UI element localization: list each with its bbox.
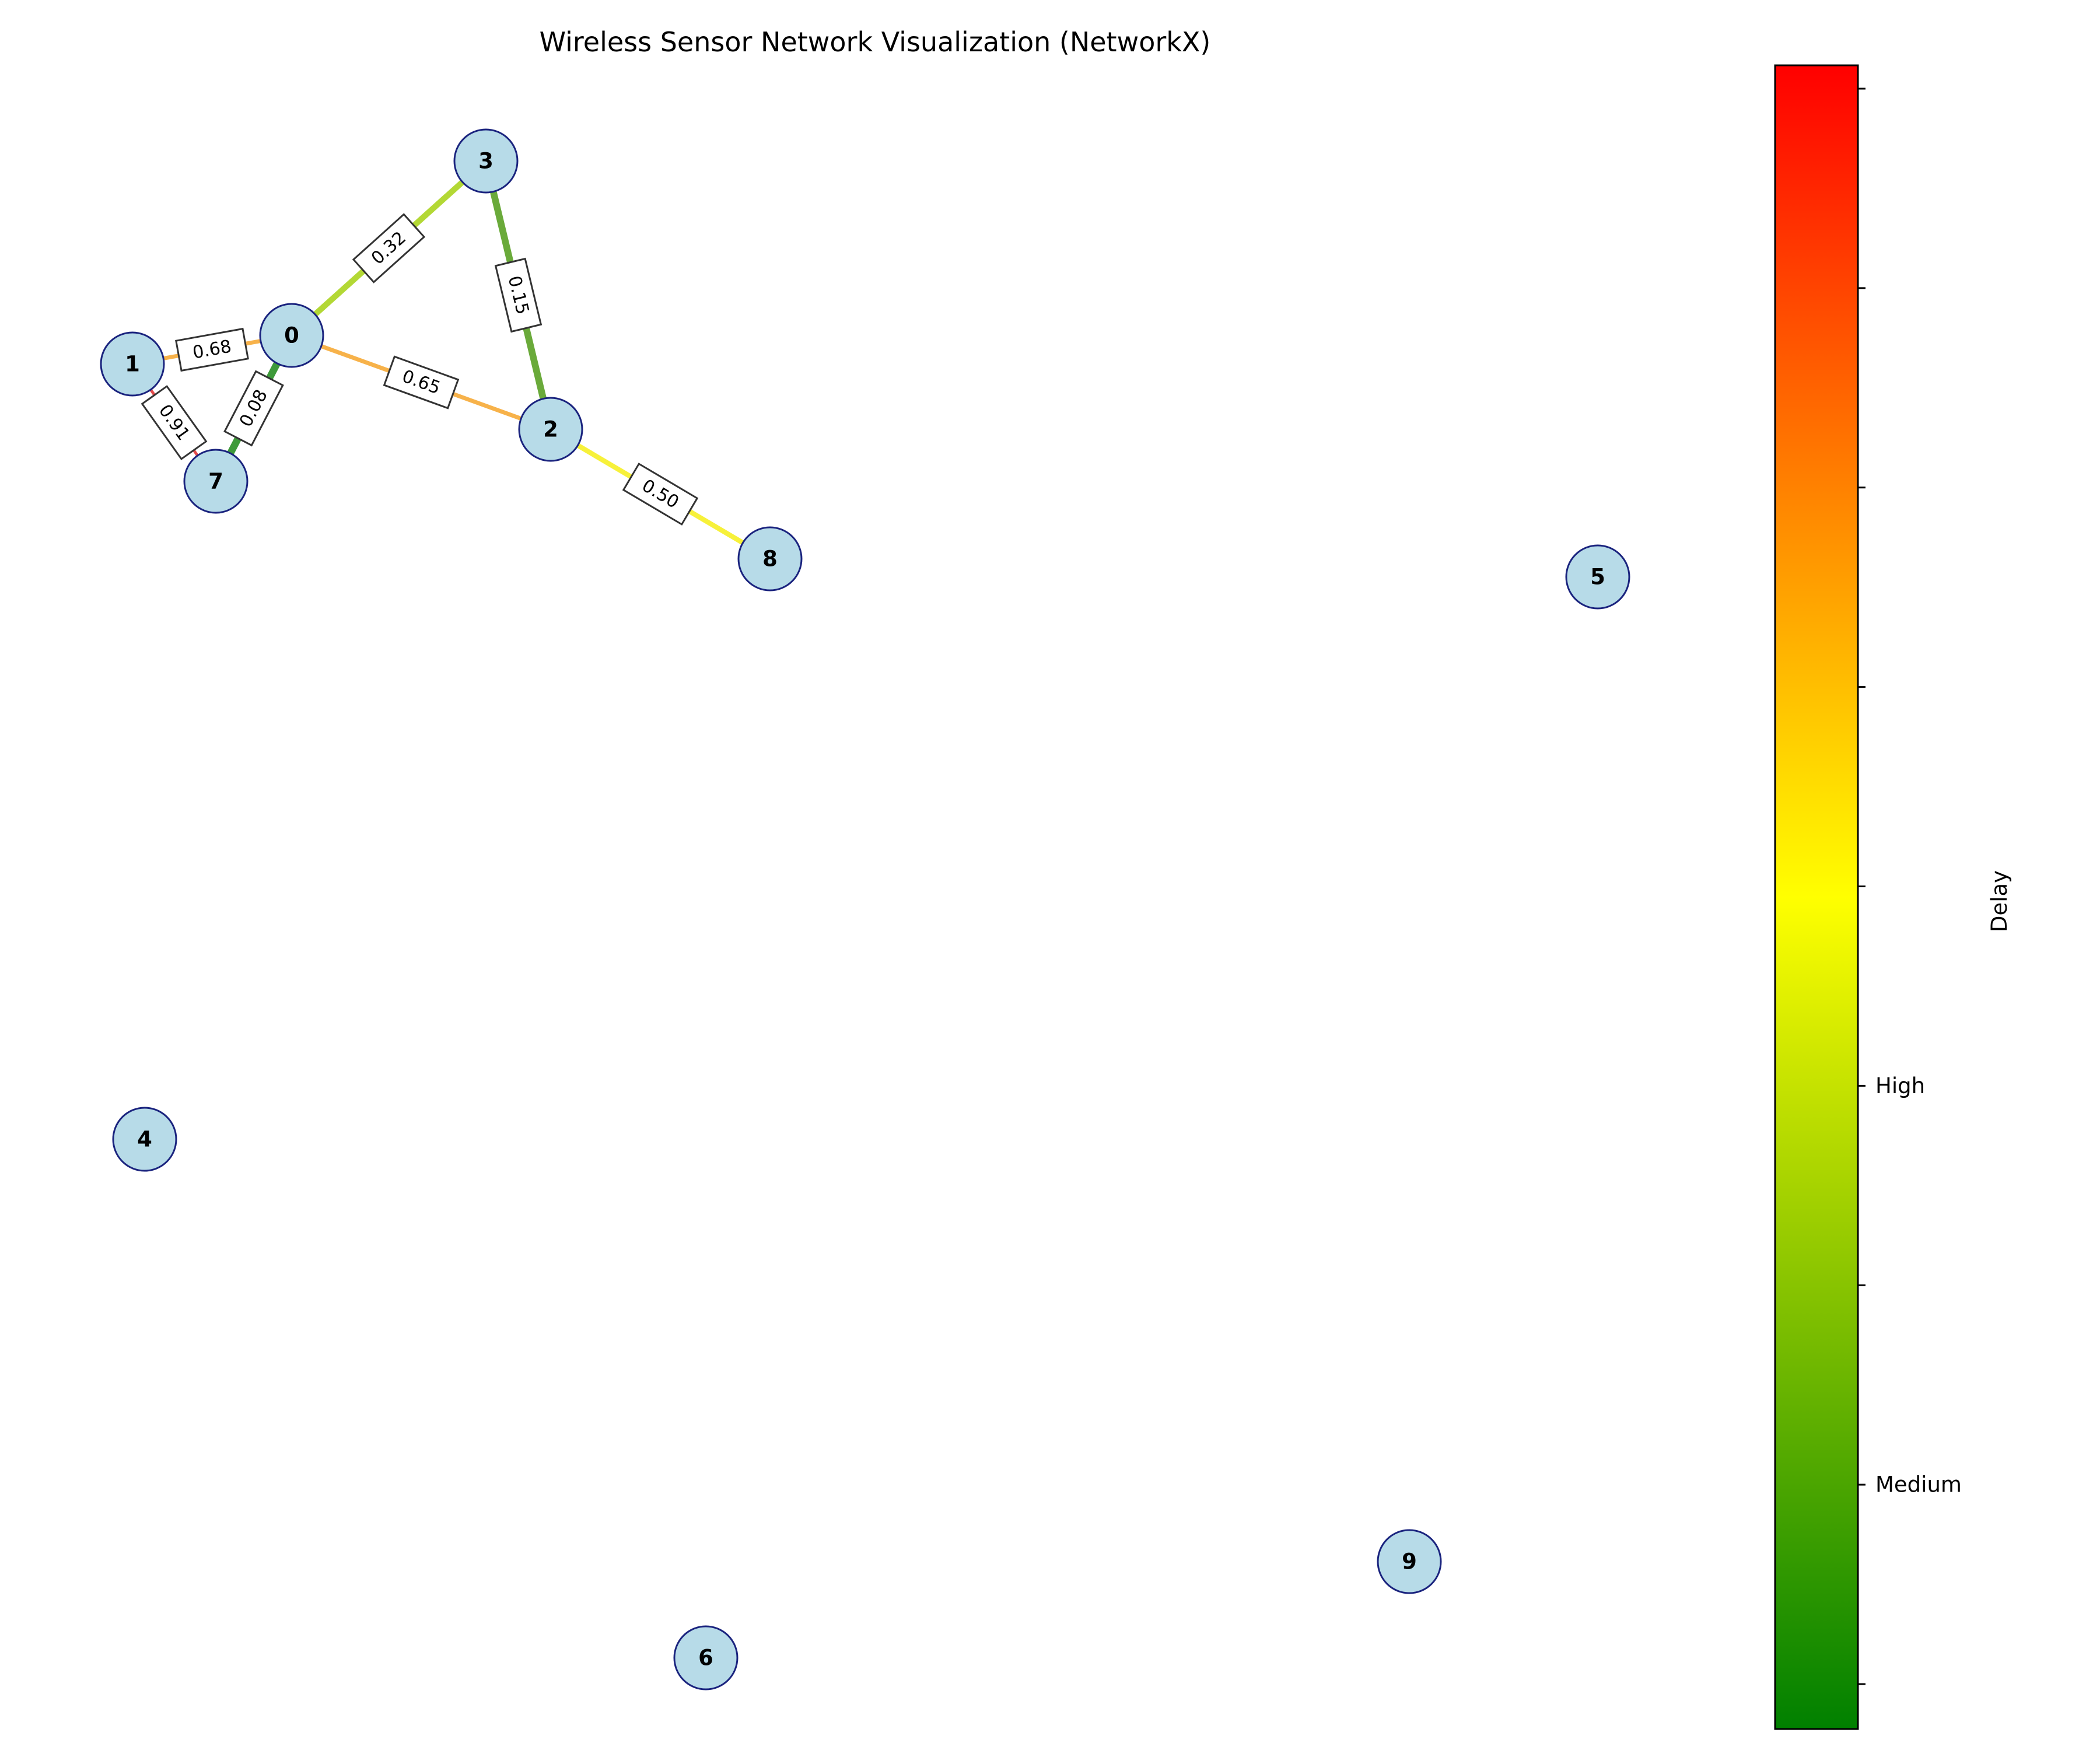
colorbar-ticks: Medium High bbox=[1858, 88, 1962, 1685]
nodes-layer: 0 1 2 3 4 5 6 7 8 9 bbox=[100, 128, 1630, 1690]
node-6: 6 bbox=[673, 1625, 738, 1690]
node-4: 4 bbox=[112, 1107, 177, 1172]
node-label: 2 bbox=[543, 417, 558, 442]
node-label: 9 bbox=[1402, 1549, 1417, 1574]
node-9: 9 bbox=[1377, 1529, 1442, 1594]
node-2: 2 bbox=[518, 397, 583, 462]
edge-label-box bbox=[494, 257, 542, 333]
colorbar-tick-label: High bbox=[1875, 1073, 1925, 1098]
colorbar-gradient bbox=[1774, 64, 1859, 1730]
node-circle bbox=[1565, 544, 1630, 610]
node-label: 8 bbox=[762, 547, 778, 572]
colorbar: Medium High Delay bbox=[1774, 64, 2012, 1730]
node-3: 3 bbox=[453, 128, 519, 194]
node-circle bbox=[673, 1625, 738, 1690]
node-circle bbox=[453, 128, 519, 194]
node-7: 7 bbox=[183, 449, 249, 514]
node-5: 5 bbox=[1565, 544, 1630, 610]
node-label: 7 bbox=[208, 469, 223, 494]
node-circle bbox=[518, 397, 583, 462]
edge-label-box bbox=[223, 370, 284, 447]
node-circle bbox=[100, 331, 165, 397]
edge-label-0-1: 0.68 bbox=[175, 327, 249, 372]
node-circle bbox=[259, 303, 324, 368]
diagram-title: Wireless Sensor Network Visualization (N… bbox=[540, 26, 1211, 58]
node-circle bbox=[183, 449, 249, 514]
node-label: 5 bbox=[1590, 565, 1605, 590]
node-1: 1 bbox=[100, 331, 165, 397]
node-circle bbox=[112, 1107, 177, 1172]
edge-label-box bbox=[622, 463, 699, 526]
node-circle bbox=[737, 526, 803, 592]
node-label: 4 bbox=[137, 1127, 152, 1152]
node-label: 6 bbox=[698, 1646, 713, 1671]
node-0: 0 bbox=[259, 303, 324, 368]
colorbar-label: Delay bbox=[1987, 870, 2012, 932]
node-circle bbox=[1377, 1529, 1442, 1594]
node-label: 3 bbox=[478, 149, 494, 174]
edge-label-box bbox=[352, 213, 426, 284]
edge-label-box bbox=[141, 385, 208, 460]
colorbar-tick-label: Medium bbox=[1875, 1472, 1962, 1497]
edge-label-1-7: 0.91 bbox=[141, 385, 208, 460]
edge-label-0-2: 0.65 bbox=[383, 355, 460, 410]
node-label: 0 bbox=[284, 323, 299, 348]
edge-label-3-2: 0.15 bbox=[494, 257, 542, 333]
edge-label-box bbox=[175, 327, 249, 372]
node-label: 1 bbox=[125, 352, 140, 377]
edge-label-0-3: 0.32 bbox=[352, 213, 426, 284]
edge-label-2-8: 0.50 bbox=[622, 463, 699, 526]
edge-label-box bbox=[383, 355, 460, 410]
node-8: 8 bbox=[737, 526, 803, 592]
edge-label-0-7: 0.08 bbox=[223, 370, 284, 447]
